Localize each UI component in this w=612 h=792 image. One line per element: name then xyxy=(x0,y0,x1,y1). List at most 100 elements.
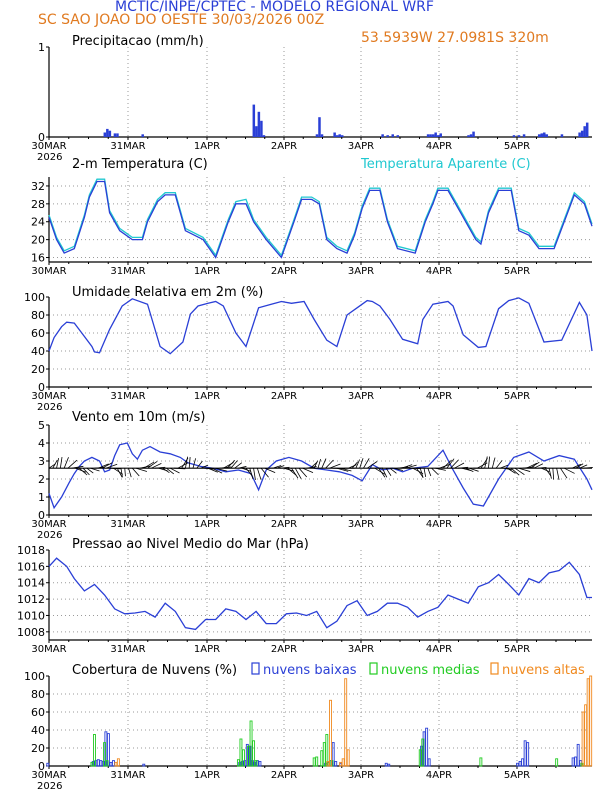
y-tick-label: 80 xyxy=(31,688,45,701)
wind-arrow xyxy=(454,462,465,469)
y-tick-label: 1 xyxy=(38,491,45,504)
precip-bar xyxy=(439,133,442,137)
cloud-bar-mid xyxy=(479,757,483,767)
cloud-bar-mid xyxy=(239,738,243,767)
precip-bar xyxy=(578,132,581,137)
wind-arrow xyxy=(287,467,297,476)
y-tick-label: 80 xyxy=(31,309,45,322)
legend-cloud-mid: nuvens medias xyxy=(381,663,480,678)
precip-bar xyxy=(116,133,119,137)
precip-bar xyxy=(252,104,256,137)
wind-arrow xyxy=(143,461,155,469)
y-tick-label: 20 xyxy=(31,234,45,247)
precip-bar xyxy=(434,132,437,137)
wind-arrow xyxy=(226,459,236,469)
wind-arrow xyxy=(484,456,488,469)
x-year-label: 2026 xyxy=(37,402,62,413)
wind-arrow xyxy=(86,467,94,474)
precip-bar xyxy=(472,131,475,137)
x-tick-label: 4APR xyxy=(426,141,452,152)
cloud-bar-low xyxy=(112,760,115,767)
wind-arrow xyxy=(147,461,158,469)
x-tick-label: 31MAR xyxy=(110,644,145,655)
wind-arrow xyxy=(446,458,455,469)
x-tick-label: 1APR xyxy=(194,519,220,530)
y-tick-label: 100 xyxy=(24,670,45,683)
cloud-bar-low xyxy=(387,763,391,767)
x-tick-label: 5APR xyxy=(504,391,530,402)
x-tick-label: 31MAR xyxy=(110,770,145,781)
wind-arrow xyxy=(151,463,162,469)
wind-arrow xyxy=(571,463,582,469)
y-tick-label: 40 xyxy=(31,345,45,358)
series-temp-2m xyxy=(48,180,593,259)
y-tick-label: 60 xyxy=(31,327,45,340)
cloud-bar-mid xyxy=(322,742,326,767)
wind-arrow xyxy=(514,467,525,476)
wind-arrow xyxy=(366,461,378,469)
wind-arrow xyxy=(313,460,319,469)
wind-arrow xyxy=(162,467,170,474)
x-tick-label: 3APR xyxy=(348,391,374,402)
y-tick-label: 1012 xyxy=(17,593,45,606)
cloud-bar-low xyxy=(99,760,103,767)
x-tick-label: 2APR xyxy=(271,266,297,277)
x-tick-label: 5APR xyxy=(504,141,530,152)
y-tick-label: 28 xyxy=(31,198,45,211)
wind-arrow xyxy=(59,457,63,469)
x-tick-label: 30MAR xyxy=(31,141,66,152)
x-tick-label: 3APR xyxy=(348,519,374,530)
wind-arrow xyxy=(116,468,123,478)
precip-bar xyxy=(333,132,336,137)
wind-arrow xyxy=(63,457,69,469)
wind-arrow xyxy=(442,459,452,469)
precip-bar xyxy=(396,135,400,137)
wind-arrow xyxy=(294,468,302,479)
legend-cloud-low: nuvens baixas xyxy=(263,663,357,678)
precip-bar xyxy=(560,134,564,137)
x-tick-label: 4APR xyxy=(426,644,452,655)
cloud-bar-high xyxy=(329,699,332,767)
x-tick-label: 4APR xyxy=(426,266,452,277)
wind-arrow xyxy=(529,461,540,469)
precip-bar xyxy=(391,134,394,137)
wind-arrow xyxy=(101,462,113,469)
cloud-bar-high xyxy=(339,761,343,767)
wind-arrow xyxy=(351,461,358,469)
precip-bar xyxy=(431,134,435,137)
x-tick-label: 5APR xyxy=(504,644,530,655)
x-tick-label: 3APR xyxy=(348,266,374,277)
cloud-bar-mid xyxy=(555,758,559,767)
cloud-bar-high xyxy=(344,678,348,767)
legend-cloud-high-swatch xyxy=(490,662,499,675)
x-tick-label: 5APR xyxy=(504,770,530,781)
cloud-bar-low xyxy=(96,759,100,767)
wind-arrow xyxy=(491,457,496,469)
precip-bar xyxy=(426,134,430,137)
series-humidity xyxy=(48,297,593,355)
series-wind-speed xyxy=(48,442,593,510)
wind-arrow xyxy=(188,457,191,469)
precip-bar xyxy=(522,134,526,137)
y-tick-label: 0 xyxy=(38,509,45,522)
x-tick-label: 30MAR xyxy=(31,519,66,530)
cloud-bar-low xyxy=(516,762,520,767)
wind-arrow xyxy=(560,467,568,479)
precip-bar xyxy=(260,120,263,137)
cloud-bar-low xyxy=(518,761,522,767)
wind-arrow xyxy=(431,467,439,476)
wind-arrow xyxy=(385,467,392,476)
panel-title-clouds: Cobertura de Nuvens (%) xyxy=(72,663,237,678)
x-year-label: 2026 xyxy=(37,530,62,541)
y-tick-label: 1010 xyxy=(17,609,45,622)
cloud-bar-low xyxy=(526,742,530,767)
precip-bar xyxy=(537,134,541,137)
wind-arrow xyxy=(132,467,140,477)
cloud-bar-mid xyxy=(103,742,107,767)
legend-cloud-mid-swatch xyxy=(369,662,378,675)
cloud-bar-low xyxy=(427,758,431,767)
precip-bar xyxy=(262,135,266,137)
wind-arrow xyxy=(302,467,314,473)
cloud-bar-high xyxy=(584,704,588,767)
